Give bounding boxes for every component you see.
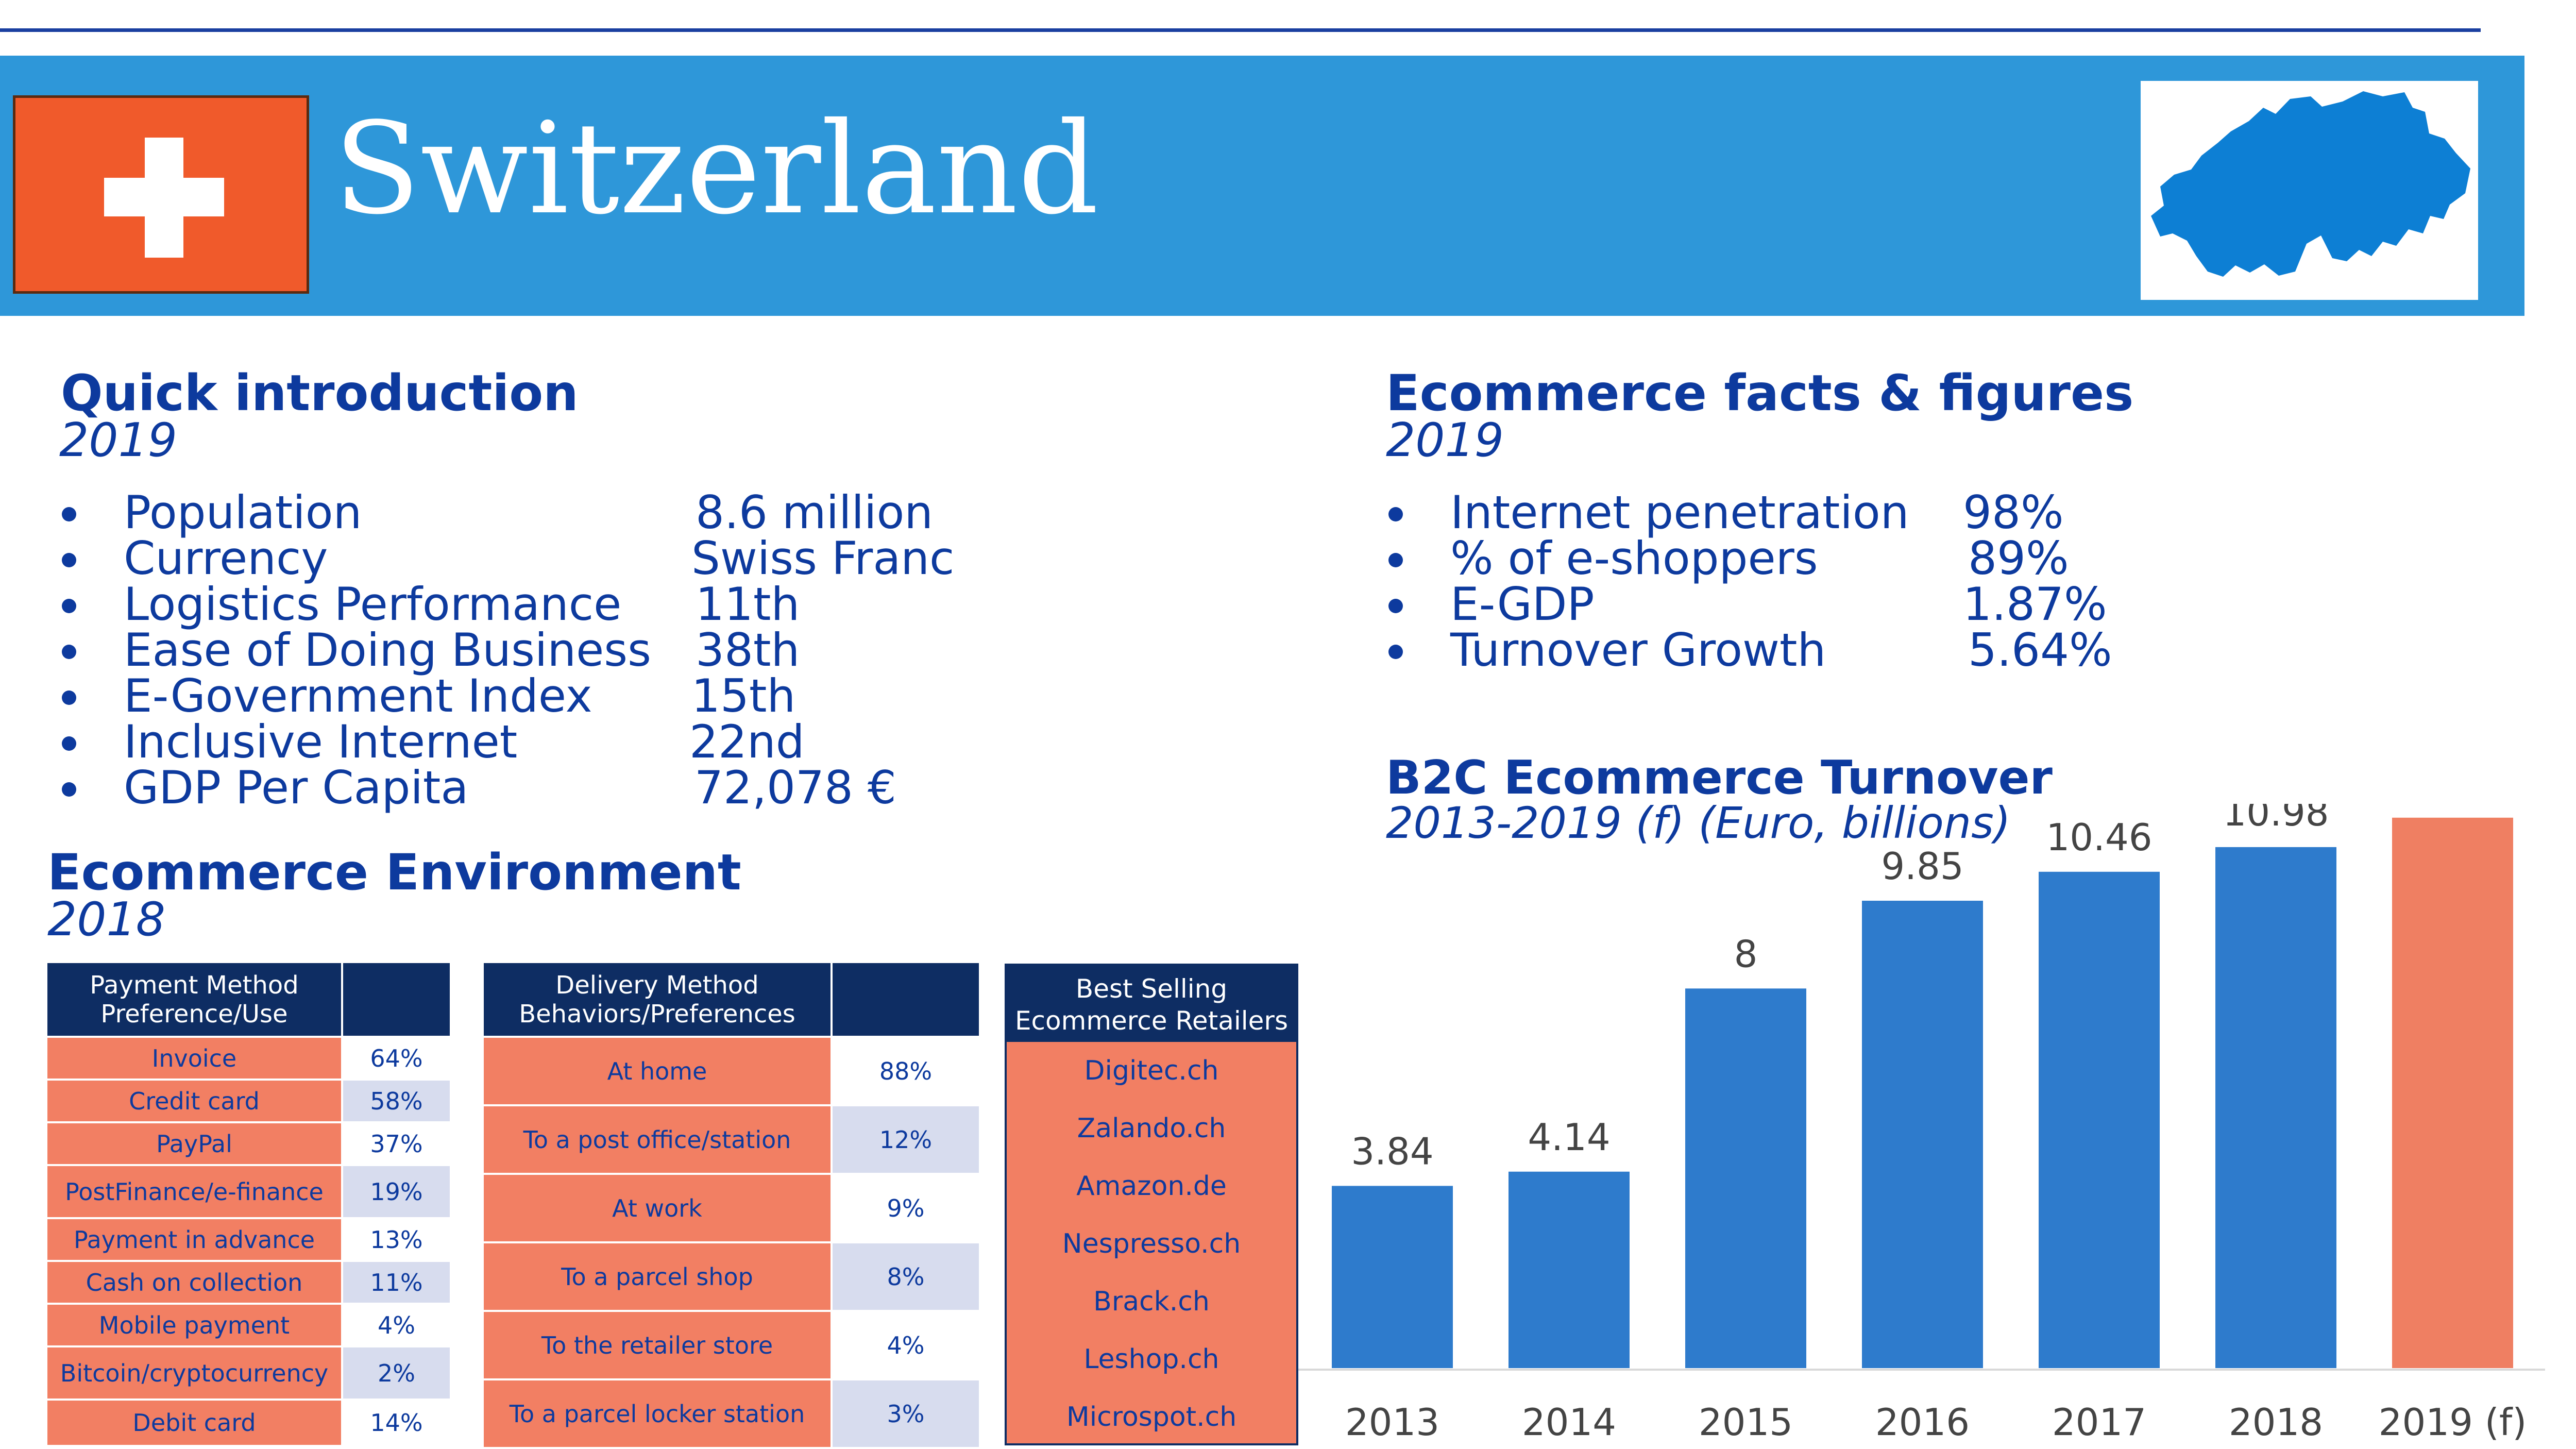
list-item: Inclusive Internet 22nd <box>62 719 989 765</box>
table-row: Payment in advance 13% <box>45 1217 452 1262</box>
bar-2016 <box>1862 900 1983 1368</box>
chart-subtitle: 2013-2019 (f) (Euro, billions) <box>1386 798 2011 848</box>
chart-title: B2C Ecommerce Turnover <box>1386 751 2053 805</box>
bullet-icon <box>62 690 76 705</box>
table-row: To a post office/station 12% <box>482 1104 981 1175</box>
list-item: E-Government Index 15th <box>62 673 989 719</box>
facts-list: Internet penetration 98% % of e-shoppers 8… <box>1388 490 2264 673</box>
switzerland-map-icon <box>2141 81 2478 300</box>
table-row: PayPal 37% <box>45 1121 452 1166</box>
list-item: GDP Per Capita 72,078 € <box>62 765 989 811</box>
payment-table-header: Payment Method Preference/Use <box>45 961 343 1038</box>
table-row: To the retailer store 4% <box>482 1310 981 1380</box>
x-tick-label: 2016 <box>1875 1401 1970 1444</box>
bullet-icon <box>62 599 76 613</box>
data-label: 4.14 <box>1528 1116 1610 1159</box>
table-row: At work 9% <box>482 1173 981 1243</box>
header-banner <box>0 56 2524 316</box>
table-row: Debit card 14% <box>45 1399 452 1447</box>
list-item: Population 8.6 million <box>62 490 989 535</box>
list-item: Internet penetration 98% <box>1388 490 2264 535</box>
data-label: 10.98 <box>2223 804 2329 834</box>
bullet-icon <box>62 507 76 521</box>
table-row: PostFinance/e-finance 19% <box>45 1164 452 1219</box>
bullet-icon <box>62 645 76 659</box>
table-row: To a parcel shop 8% <box>482 1241 981 1312</box>
bar-2018 <box>2215 847 2336 1368</box>
bar-2019-f <box>2392 817 2513 1368</box>
bullet-icon <box>62 553 76 567</box>
data-label: 3.84 <box>1351 1130 1433 1173</box>
list-item: Ease of Doing Business 38th <box>62 627 989 673</box>
facts-year: 2019 <box>1386 413 1504 467</box>
list-item: Microspot.ch <box>1066 1402 1237 1433</box>
top-rule <box>0 28 2481 32</box>
x-tick-label: 2013 <box>1345 1401 1439 1444</box>
x-tick-label: 2014 <box>1522 1401 1616 1444</box>
bullet-icon <box>1388 599 1403 613</box>
list-item: Currency Swiss Franc <box>62 535 989 581</box>
list-item: Leshop.ch <box>1083 1344 1219 1375</box>
environment-title: Ecommerce Environment <box>47 844 741 901</box>
list-item: % of e-shoppers 89% <box>1388 535 2264 581</box>
list-item: Brack.ch <box>1093 1286 1210 1317</box>
bullet-icon <box>62 782 76 797</box>
intro-list: Population 8.6 million Currency Swiss Fran… <box>62 490 989 811</box>
payment-table-header-value <box>341 961 452 1038</box>
table-row: Credit card 58% <box>45 1079 452 1123</box>
table-row: Mobile payment 4% <box>45 1303 452 1347</box>
data-label: 9.85 <box>1881 845 1963 888</box>
intro-title: Quick introduction <box>61 364 579 422</box>
list-item: Turnover Growth 5.64% <box>1388 627 2264 673</box>
data-label: 8 <box>1734 932 1758 975</box>
x-tick-label: 2017 <box>2052 1401 2146 1444</box>
retailers-header: Best Selling Ecommerce Retailers <box>1007 966 1296 1042</box>
environment-year: 2018 <box>47 892 166 947</box>
x-tick-label: 2019 (f) <box>2379 1401 2527 1444</box>
facts-title: Ecommerce facts & figures <box>1386 364 2134 422</box>
x-tick-label: 2018 <box>2229 1401 2323 1444</box>
swiss-flag-icon <box>13 95 309 294</box>
list-item: Nespresso.ch <box>1062 1228 1241 1259</box>
table-row: To a parcel locker station 3% <box>482 1378 981 1449</box>
delivery-method-table: Delivery Method Behaviors/Preferences At… <box>482 961 981 1449</box>
delivery-table-header-value <box>831 961 981 1038</box>
data-label: 11.6 <box>2411 804 2494 805</box>
bullet-icon <box>1388 645 1403 659</box>
intro-year: 2019 <box>59 413 178 467</box>
list-item: Digitec.ch <box>1084 1055 1219 1086</box>
list-item: Logistics Performance 11th <box>62 581 989 627</box>
country-title: Switzerland <box>334 95 1099 242</box>
bar-2013 <box>1332 1186 1453 1368</box>
table-row: Bitcoin/cryptocurrency 2% <box>45 1345 452 1401</box>
list-item: Zalando.ch <box>1077 1113 1226 1144</box>
bullet-icon <box>62 736 76 751</box>
list-item: Amazon.de <box>1076 1171 1227 1202</box>
bullet-icon <box>1388 553 1403 567</box>
data-label: 10.46 <box>2046 816 2152 859</box>
retailers-list: Best Selling Ecommerce Retailers Digitec… <box>1005 964 1298 1445</box>
payment-method-table: Payment Method Preference/Use Invoice 64%… <box>45 961 452 1447</box>
delivery-table-header: Delivery Method Behaviors/Preferences <box>482 961 833 1038</box>
turnover-bar-chart: 3.84 2013 4.14 2014 8 2015 9.85 2016 10.46 2017 10… <box>1298 804 2545 1444</box>
bar-2015 <box>1685 988 1806 1368</box>
table-row: Cash on collection 11% <box>45 1260 452 1305</box>
bar-2017 <box>2039 871 2160 1368</box>
bullet-icon <box>1388 507 1403 521</box>
bar-2014 <box>1509 1171 1630 1368</box>
x-tick-label: 2015 <box>1699 1401 1793 1444</box>
table-row: Invoice 64% <box>45 1036 452 1081</box>
table-row: At home 88% <box>482 1036 981 1106</box>
list-item: E-GDP 1.87% <box>1388 581 2264 627</box>
